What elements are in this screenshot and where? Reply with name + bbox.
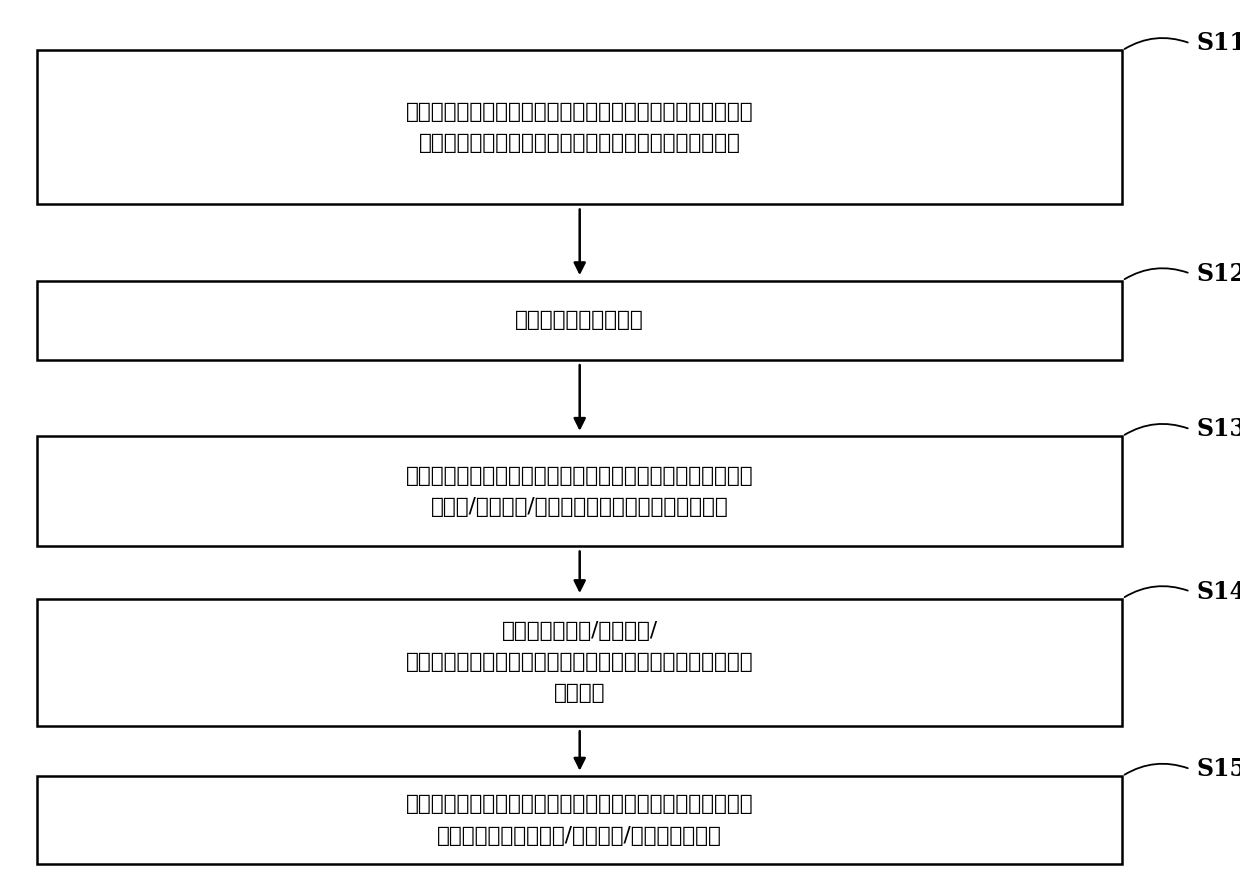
Text: 在预设位置实时采集多组电芯卷绕的图像，所述预设位置包括
能够同时拍摄到卷绕在电芯上的阳极、隔膜和阴极的位置: 在预设位置实时采集多组电芯卷绕的图像，所述预设位置包括 能够同时拍摄到卷绕在电芯…	[405, 102, 754, 153]
Text: S120: S120	[1197, 261, 1240, 286]
FancyBboxPatch shape	[37, 437, 1122, 545]
Text: 根据所述阳极和/或阴极和/
或隔膜相对于所述基准线的偏移值调整相应的纠偏传感器的当
前设定值: 根据所述阳极和/或阴极和/ 或隔膜相对于所述基准线的偏移值调整相应的纠偏传感器的…	[405, 621, 754, 703]
Text: 控制相应的纠偏传感器根据调整后的设定值驱动纠偏执行机构
对送料过程中的阳极和/或阴极和/或隔膜进行纠偏: 控制相应的纠偏传感器根据调整后的设定值驱动纠偏执行机构 对送料过程中的阳极和/或…	[405, 795, 754, 845]
Text: S130: S130	[1197, 417, 1240, 441]
Text: S140: S140	[1197, 580, 1240, 603]
Text: S110: S110	[1197, 32, 1240, 55]
FancyBboxPatch shape	[37, 598, 1122, 726]
Text: 根据采集到的当前组所述预设位置处的电芯卷绕图像分别计算
阳极和/或阴极和/或隔膜相对于所述基准线的偏移值: 根据采集到的当前组所述预设位置处的电芯卷绕图像分别计算 阳极和/或阴极和/或隔膜…	[405, 466, 754, 517]
FancyBboxPatch shape	[37, 776, 1122, 864]
Text: S150: S150	[1197, 757, 1240, 781]
Text: 确定电芯卷绕的基准线: 确定电芯卷绕的基准线	[516, 310, 644, 330]
FancyBboxPatch shape	[37, 51, 1122, 204]
FancyBboxPatch shape	[37, 281, 1122, 360]
